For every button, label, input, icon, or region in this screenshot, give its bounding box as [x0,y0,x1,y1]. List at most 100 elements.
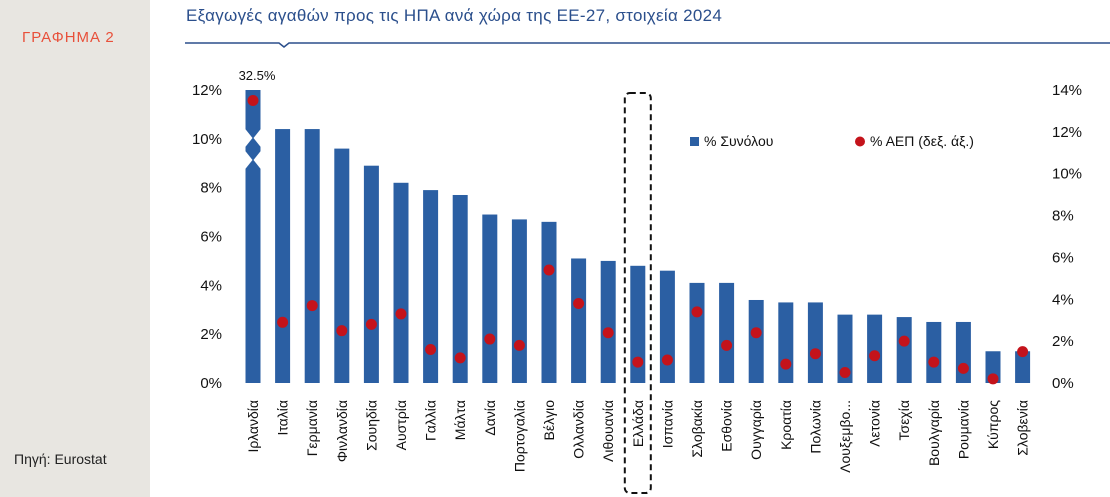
dot-point [691,306,703,318]
bar [452,194,468,383]
category-label: Τσεχία [896,400,912,440]
right-tick-label: 14% [1052,82,1082,99]
category-label: Ρουμανία [955,400,971,459]
dot-point [721,339,733,351]
bar [571,258,587,383]
dot-point [839,367,851,379]
category-label: Αυστρία [393,400,409,450]
bar [867,314,883,383]
dot-point [632,356,644,368]
right-tick-label: 8% [1052,208,1074,225]
chart-annotations: 32.5% [239,68,652,494]
category-label: Ιταλία [275,400,291,436]
dot-point [543,264,555,276]
legend-bar-label: % Συνόλου [704,133,773,149]
dot-point [898,335,910,347]
title-underline-path [185,42,1110,48]
bar [304,129,320,383]
left-tick-label: 10% [192,131,222,148]
bar [837,314,853,383]
bar [600,260,616,383]
category-label: Μάλτα [452,400,468,440]
category-label: Σλοβακία [689,400,705,458]
category-label: Κροατία [778,400,794,450]
right-tick-label: 0% [1052,375,1074,392]
bar [926,321,942,383]
bar-value-label: 32.5% [239,68,276,83]
category-label: Πορτογαλία [511,400,527,472]
dot-point [809,348,821,360]
bar [275,129,291,383]
category-label: Λετονία [867,400,883,447]
dot-point [957,362,969,374]
chart-title: Εξαγωγές αγαθών προς τις ΗΠΑ ανά χώρα τη… [186,6,723,25]
bar [511,219,527,383]
dot-series [247,94,1029,385]
axis-break-right [253,128,262,148]
bar [1015,351,1031,383]
category-label: Ολλανδία [571,400,587,459]
dot-point [484,333,496,345]
left-tick-label: 0% [200,375,222,392]
title-underline [185,42,1110,48]
dot-point [454,352,466,364]
dot-point [869,350,881,362]
bar [334,148,350,383]
right-tick-label: 10% [1052,166,1082,183]
dot-point [425,344,437,356]
axis-break-right-2 [253,150,262,170]
category-label: Γαλλία [423,400,439,441]
bar [482,214,498,383]
legend-dot-swatch [855,136,865,147]
category-labels: Ιρλανδία Ιταλία Γερμανία Φινλανδία Σουηδία Αυ… [245,400,1031,473]
category-label: Βουλγαρία [926,400,942,466]
category-label: Λουξεμβο... [837,400,853,473]
bar [896,317,912,383]
bar [393,182,409,383]
bar [778,302,794,383]
dot-point [987,373,999,385]
bar [719,282,735,383]
bar [807,302,823,383]
dot-point [395,308,407,320]
category-label: Ελλάδα [630,400,646,447]
source-note: Πηγή: Eurostat [14,451,107,467]
bar [630,265,646,383]
dot-point [306,300,318,312]
dot-point [277,316,289,328]
category-label: Δανία [482,400,498,436]
legend-dot-label: % ΑΕΠ (δεξ. άξ.) [870,133,974,149]
dot-point [336,325,348,337]
axis-break-left [244,128,253,148]
dot-point [573,297,585,309]
category-label: Ισπανία [659,400,675,448]
right-tick-label: 6% [1052,249,1074,266]
category-label: Σλοβενία [1015,400,1031,456]
left-tick-label: 12% [192,82,222,99]
category-label: Σουηδία [363,400,379,451]
dot-point [750,327,762,339]
dot-point [661,354,673,366]
category-label: Ιρλανδία [245,400,261,452]
right-tick-label: 12% [1052,124,1082,141]
dot-point [1017,346,1029,358]
left-tick-label: 4% [200,277,222,294]
chart-number-label: ΓΡΑΦΗΜΑ 2 [22,29,115,46]
bar [748,299,764,383]
dot-point [602,327,614,339]
right-tick-label: 2% [1052,333,1074,350]
bar [423,190,439,383]
category-label: Βέλγιο [541,400,557,441]
category-label: Ουγγαρία [748,400,764,460]
category-label: Κύπρος [985,400,1001,449]
axis-break-left-2 [244,150,253,170]
category-label: Πολωνία [807,400,823,454]
dot-point [247,94,259,106]
bar [689,282,705,383]
dot-point [928,356,940,368]
category-label: Λιθουανία [600,400,616,462]
category-label: Εσθονία [719,400,735,452]
bar [363,165,379,383]
left-tick-label: 6% [200,229,222,246]
